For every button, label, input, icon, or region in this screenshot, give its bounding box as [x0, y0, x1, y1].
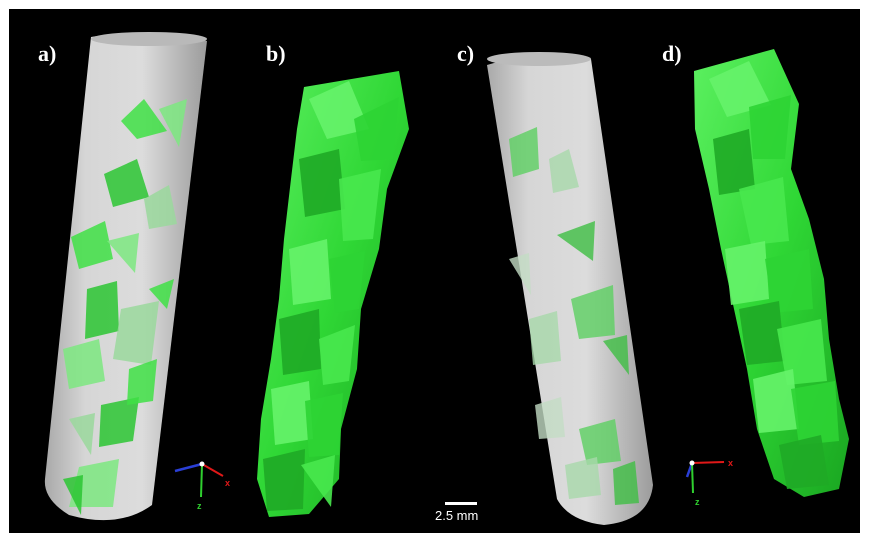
crystal-facet: [765, 249, 813, 313]
crystal-facet: [709, 61, 771, 117]
crystal-facet: [69, 413, 95, 455]
scale-bar-line: [445, 502, 477, 505]
crystal-facet: [749, 95, 791, 159]
crystal-facet: [99, 397, 139, 447]
crystal-column-d: [694, 49, 849, 497]
axis-origin: [199, 461, 205, 467]
axis-x-line: [201, 463, 224, 477]
crystal-facet: [263, 449, 305, 511]
panel-label-b: b): [266, 41, 286, 66]
crystal-facet: [509, 127, 539, 177]
crystal-facet: [713, 129, 755, 195]
crystal-facet: [305, 393, 343, 457]
crystal-facet: [85, 281, 119, 339]
crystal-facet: [557, 221, 595, 261]
axis-x-label: x: [728, 458, 733, 468]
crystal-facet: [127, 359, 157, 405]
crystal-facet: [725, 241, 769, 305]
axis-z-label: z: [695, 497, 700, 507]
panel-label-d: d): [662, 41, 682, 66]
figure-graphics: x z x z: [44, 32, 849, 526]
crystal-facet: [71, 221, 113, 269]
crystal-facet: [579, 419, 621, 465]
axis-y-line: [174, 462, 203, 473]
column-b-facets: [263, 81, 399, 511]
crystal-facet: [549, 149, 579, 193]
crystal-facet: [299, 149, 345, 217]
panel-label-a: a): [38, 41, 57, 66]
crystal-facet: [113, 301, 159, 365]
crystal-facet: [144, 185, 177, 229]
crystal-facet: [289, 239, 331, 305]
figure-canvas: x z x z a) b) c) d) 2.5 mm: [9, 9, 860, 533]
crystal-facet: [104, 159, 149, 207]
crystal-facet: [509, 253, 531, 295]
crystal-facet: [739, 177, 789, 245]
crystal-facet: [63, 339, 105, 389]
crystal-facet: [149, 279, 174, 309]
tube-a: [44, 32, 207, 521]
panel-label-c: c): [457, 41, 475, 66]
axis-triad-1: x z: [174, 461, 230, 511]
axis-origin: [689, 460, 695, 466]
crystal-facet: [529, 311, 561, 365]
axis-x-line: [691, 461, 725, 464]
crystal-facet: [301, 455, 335, 507]
crystal-facet: [271, 381, 313, 445]
tube-c: [487, 52, 653, 526]
crystal-facet: [159, 99, 187, 147]
crystal-facet: [63, 475, 83, 515]
tube-a-crystals: [63, 99, 187, 515]
axis-x-label: x: [225, 478, 230, 488]
crystal-facet: [613, 461, 639, 505]
crystal-facet: [107, 233, 139, 273]
crystal-facet: [565, 457, 601, 499]
crystal-facet: [739, 301, 785, 365]
axis-z-label: z: [197, 501, 202, 511]
crystal-facet: [319, 325, 355, 385]
axis-z-line: [200, 463, 203, 498]
axis-z-line: [691, 462, 694, 494]
crystal-facet: [603, 335, 629, 375]
crystal-facet: [571, 285, 615, 339]
crystal-facet: [753, 369, 799, 433]
column-d-facets: [709, 61, 839, 489]
crystal-facet: [779, 435, 829, 489]
crystal-facet: [329, 251, 365, 313]
crystal-facet: [309, 81, 369, 139]
crystal-facet: [121, 99, 167, 139]
crystal-facet: [777, 319, 827, 385]
scale-bar-label: 2.5 mm: [435, 508, 479, 523]
axis-triad-2: x z: [685, 458, 733, 507]
crystal-facet: [535, 397, 565, 439]
crystal-facet: [279, 309, 321, 375]
crystal-facet: [354, 97, 399, 161]
crystal-facet: [339, 169, 381, 241]
tube-c-crystals: [509, 127, 639, 505]
crystal-column-b: [257, 71, 409, 517]
crystal-facet: [791, 381, 839, 445]
